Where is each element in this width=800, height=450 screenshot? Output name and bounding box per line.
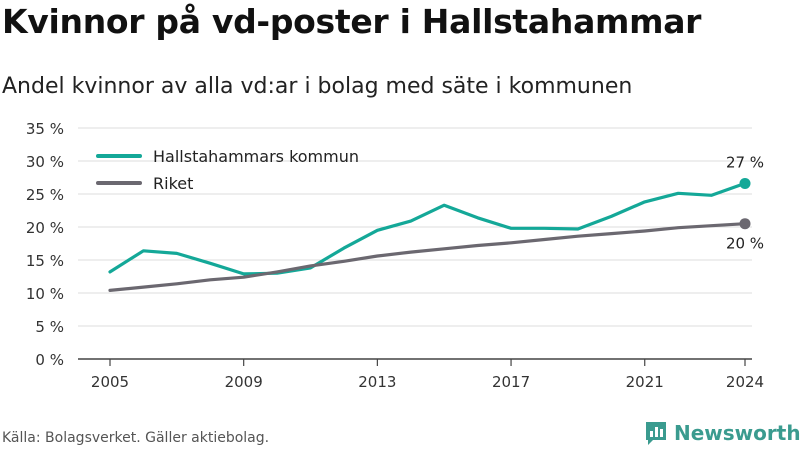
x-tick-label: 2017 xyxy=(492,373,530,391)
series-line-0 xyxy=(108,181,747,276)
grid-lines xyxy=(78,127,752,327)
brand-name: Newsworthy xyxy=(674,421,800,445)
y-tick-label: 20 % xyxy=(26,219,64,237)
axes: 0 % 5 % 10 % 15 % 20 % 25 % 30 % 35 % 2005 2009 20… xyxy=(26,120,764,391)
y-tick-label: 30 % xyxy=(26,153,64,171)
source-note: Källa: Bolagsverket. Gäller aktiebolag. xyxy=(2,430,270,446)
series-end-point-0 xyxy=(739,177,751,189)
x-tick-label: 2013 xyxy=(358,373,396,391)
x-tick-label: 2009 xyxy=(225,373,263,391)
y-tick-label: 0 % xyxy=(35,351,64,369)
legend: Hallstahammars kommun Riket xyxy=(96,147,359,193)
y-tick-label: 15 % xyxy=(26,252,64,270)
brand-logo: Newsworthy xyxy=(644,419,800,447)
line-chart: 0 % 5 % 10 % 15 % 20 % 25 % 30 % 35 % 2005 2009 20… xyxy=(26,120,764,391)
legend-label-1: Riket xyxy=(153,174,193,193)
x-tick-label: 2024 xyxy=(726,373,764,391)
y-tick-label: 35 % xyxy=(26,120,64,138)
y-tick-label: 10 % xyxy=(26,285,64,303)
series-line-1 xyxy=(108,222,747,292)
chart-title: Kvinnor på vd-poster i Hallstahammar xyxy=(2,2,702,41)
chart-subtitle: Andel kvinnor av alla vd:ar i bolag med … xyxy=(2,74,633,99)
legend-label-0: Hallstahammars kommun xyxy=(153,147,359,166)
series-end-point-1 xyxy=(739,218,751,230)
series-end-label-1: 20 % xyxy=(726,235,764,253)
y-tick-label: 25 % xyxy=(26,186,64,204)
x-tick-label: 2005 xyxy=(91,373,129,391)
series-end-label-0: 27 % xyxy=(726,153,764,171)
y-tick-label: 5 % xyxy=(35,318,64,336)
series-lines: 27 % 20 % xyxy=(108,153,764,292)
x-tick-label: 2021 xyxy=(626,373,664,391)
bar-chart-logo-icon xyxy=(646,422,666,445)
